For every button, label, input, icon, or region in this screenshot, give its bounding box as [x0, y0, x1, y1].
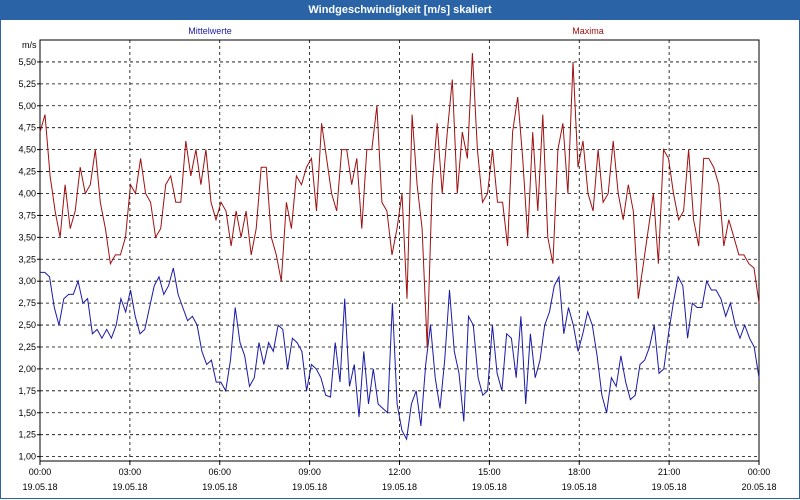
y-tick-label: 3,25	[18, 254, 36, 264]
x-tick-time-label: 09:00	[298, 467, 321, 477]
series-line-mittelwerte	[40, 267, 760, 441]
x-tick-date-label: 19.05.18	[112, 482, 147, 492]
y-tick-label: 4,75	[18, 123, 36, 133]
y-tick-label: 3,75	[18, 210, 36, 220]
y-tick-label: 2,50	[18, 320, 36, 330]
y-tick-label: 1,50	[18, 408, 36, 418]
window-title: Windgeschwindigkeit [m/s] skaliert	[0, 0, 800, 20]
x-tick-time-label: 00:00	[748, 467, 771, 477]
x-tick-date-label: 19.05.18	[22, 482, 57, 492]
x-tick-date-label: 19.05.18	[472, 482, 507, 492]
y-tick-label: 2,00	[18, 364, 36, 374]
grid-lines	[40, 40, 759, 461]
x-axis-ticks: 00:00 19.05.18 03:00 19.05.18 06:00 19.05.18 0…	[22, 461, 777, 492]
x-tick-time-label: 12:00	[388, 467, 411, 477]
y-tick-label: 5,25	[18, 79, 36, 89]
y-tick-label: 2,75	[18, 298, 36, 308]
y-tick-label: 5,00	[18, 101, 36, 111]
x-tick-time-label: 03:00	[119, 467, 142, 477]
x-tick-date-label: 19.05.18	[292, 482, 327, 492]
y-tick-label: 2,25	[18, 342, 36, 352]
y-tick-label: 1,00	[18, 452, 36, 462]
legend-maxima: Maxima	[572, 26, 604, 36]
x-tick-time-label: 06:00	[208, 467, 231, 477]
y-tick-label: 4,25	[18, 167, 36, 177]
x-tick-time-label: 21:00	[658, 467, 681, 477]
x-tick-date-label: 19.05.18	[382, 482, 417, 492]
y-tick-label: 5,50	[18, 57, 36, 67]
y-tick-label: 3,00	[18, 276, 36, 286]
y-tick-label: 1,25	[18, 430, 36, 440]
y-tick-label: 4,00	[18, 188, 36, 198]
x-tick-date-label: 19.05.18	[652, 482, 687, 492]
y-tick-label: 1,75	[18, 386, 36, 396]
y-tick-label: 4,50	[18, 145, 36, 155]
x-tick-time-label: 18:00	[568, 467, 591, 477]
y-axis-label: m/s	[22, 40, 37, 50]
x-tick-date-label: 19.05.18	[202, 482, 237, 492]
x-tick-date-label: 19.05.18	[562, 482, 597, 492]
x-tick-time-label: 00:00	[29, 467, 52, 477]
series-line-maxima	[39, 53, 760, 348]
y-tick-label: 3,50	[18, 232, 36, 242]
x-tick-time-label: 15:00	[478, 467, 501, 477]
legend-mittelwerte: Mittelwerte	[188, 26, 232, 36]
series-lines	[39, 53, 760, 441]
y-axis-ticks: 1,00 1,25 1,50 1,75 2,00 2,25 2,50 2,75 3,00 3,25…	[18, 57, 40, 462]
x-tick-date-label: 20.05.18	[741, 482, 776, 492]
